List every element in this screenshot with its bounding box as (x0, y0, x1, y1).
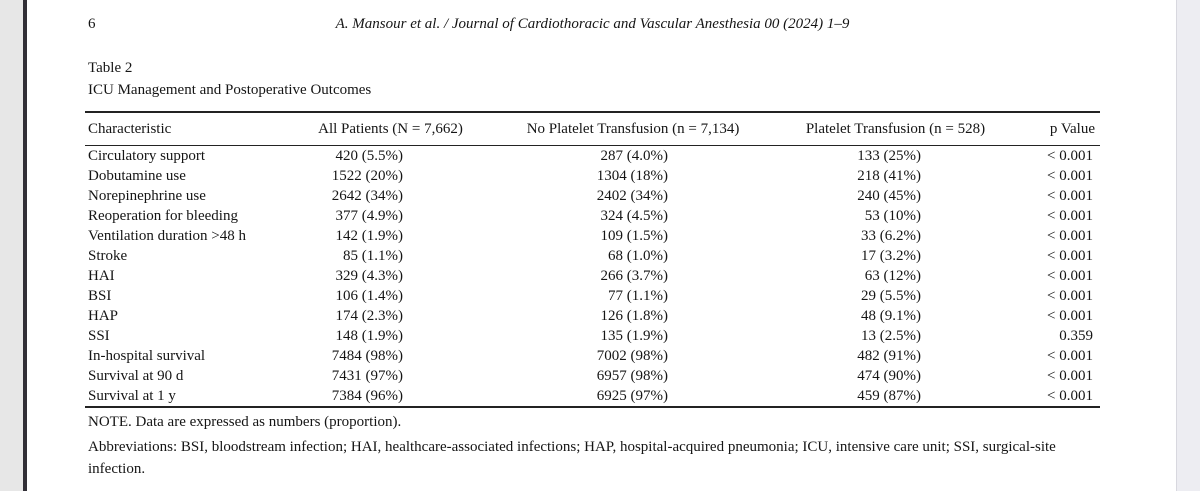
p-value-cell: < 0.001 (1047, 228, 1093, 244)
transfusion-cell: 459 (87%) (857, 388, 921, 404)
transfusion-cell: 17 (3.2%) (861, 248, 921, 264)
p-value-cell: < 0.001 (1047, 168, 1093, 184)
table-row: Survival at 90 d 7431 (97%) 6957 (98%) 474 … (85, 366, 1100, 386)
no-transfusion-cell: 6925 (97%) (596, 388, 668, 404)
all-patients-cell: 7431 (97%) (331, 368, 403, 384)
table-row: BSI 106 (1.4%) 77 (1.1%) 29 (5.5%) < 0.001 (85, 286, 1100, 306)
running-head: A. Mansour et al. / Journal of Cardiotho… (335, 16, 850, 32)
abbreviations-line-2: infection. (88, 461, 146, 477)
p-value-cell: < 0.001 (1047, 148, 1093, 164)
table-row: In-hospital survival 7484 (98%) 7002 (98%)… (85, 346, 1100, 366)
all-patients-cell: 1522 (20%) (331, 168, 403, 184)
no-transfusion-cell: 135 (1.9%) (600, 328, 669, 344)
transfusion-cell: 240 (45%) (857, 188, 921, 204)
p-value-cell: 0.359 (1059, 328, 1093, 344)
characteristic-cell: HAI (88, 268, 115, 284)
p-value-cell: < 0.001 (1047, 248, 1093, 264)
transfusion-cell: 63 (12%) (864, 268, 921, 284)
column-header-characteristic: Characteristic (85, 112, 316, 146)
table-row: Norepinephrine use 2642 (34%) 2402 (34%) 24… (85, 186, 1100, 206)
table-row: Circulatory support 420 (5.5%) 287 (4.0%) 1… (85, 146, 1100, 167)
column-header-p-value: p Value (990, 112, 1100, 146)
table-header-row: Characteristic All Patients (N = 7,662) … (85, 112, 1100, 146)
characteristic-cell: Circulatory support (88, 148, 206, 164)
no-transfusion-cell: 6957 (98%) (596, 368, 668, 384)
table-row: SSI 148 (1.9%) 135 (1.9%) 13 (2.5%) 0.359 (85, 326, 1100, 346)
no-transfusion-cell: 68 (1.0%) (608, 248, 668, 264)
characteristic-cell: Stroke (88, 248, 128, 264)
page-number: 6 (88, 16, 96, 32)
all-patients-cell: 2642 (34%) (331, 188, 403, 204)
table-row: Dobutamine use 1522 (20%) 1304 (18%) 218 (4… (85, 166, 1100, 186)
characteristic-cell: Dobutamine use (88, 168, 186, 184)
characteristic-cell: BSI (88, 288, 112, 304)
journal-page: 6 A. Mansour et al. / Journal of Cardiot… (27, 0, 1176, 491)
no-transfusion-cell: 77 (1.1%) (608, 288, 668, 304)
characteristic-cell: Ventilation duration >48 h (88, 228, 247, 244)
transfusion-cell: 482 (91%) (857, 348, 921, 364)
p-value-cell: < 0.001 (1047, 208, 1093, 224)
page-edge-line (23, 0, 27, 491)
no-transfusion-cell: 266 (3.7%) (600, 268, 669, 284)
p-value-cell: < 0.001 (1047, 308, 1093, 324)
characteristic-cell: Survival at 1 y (88, 388, 176, 404)
transfusion-cell: 29 (5.5%) (861, 288, 921, 304)
characteristic-cell: SSI (88, 328, 110, 344)
all-patients-cell: 377 (4.9%) (335, 208, 404, 224)
right-gutter (1176, 0, 1200, 491)
all-patients-cell: 85 (1.1%) (343, 248, 403, 264)
column-header-all-patients: All Patients (N = 7,662) (316, 112, 465, 146)
all-patients-cell: 420 (5.5%) (335, 148, 404, 164)
table-row: HAI 329 (4.3%) 266 (3.7%) 63 (12%) < 0.001 (85, 266, 1100, 286)
transfusion-cell: 48 (9.1%) (861, 308, 921, 324)
table-row: HAP 174 (2.3%) 126 (1.8%) 48 (9.1%) < 0.001 (85, 306, 1100, 326)
transfusion-cell: 33 (6.2%) (861, 228, 921, 244)
table-row: Stroke 85 (1.1%) 68 (1.0%) 17 (3.2%) < 0.001 (85, 246, 1100, 266)
no-transfusion-cell: 126 (1.8%) (600, 308, 669, 324)
characteristic-cell: Reoperation for bleeding (88, 208, 238, 224)
transfusion-cell: 13 (2.5%) (861, 328, 921, 344)
all-patients-cell: 174 (2.3%) (335, 308, 404, 324)
no-transfusion-cell: 1304 (18%) (596, 168, 668, 184)
table-row: Survival at 1 y 7384 (96%) 6925 (97%) 459 (… (85, 386, 1100, 407)
column-header-no-transfusion: No Platelet Transfusion (n = 7,134) (465, 112, 801, 146)
abbreviations-line-1: Abbreviations: BSI, bloodstream infectio… (88, 439, 1056, 455)
table-row: Reoperation for bleeding 377 (4.9%) 324 (4… (85, 206, 1100, 226)
table-label: Table 2 (88, 60, 133, 76)
table-row: Ventilation duration >48 h 142 (1.9%) 109 … (85, 226, 1100, 246)
p-value-cell: < 0.001 (1047, 388, 1093, 404)
no-transfusion-cell: 7002 (98%) (596, 348, 668, 364)
all-patients-cell: 7484 (98%) (331, 348, 403, 364)
transfusion-cell: 218 (41%) (857, 168, 921, 184)
all-patients-cell: 142 (1.9%) (335, 228, 404, 244)
transfusion-cell: 133 (25%) (857, 148, 921, 164)
p-value-cell: < 0.001 (1047, 268, 1093, 284)
characteristic-cell: Norepinephrine use (88, 188, 206, 204)
outcomes-table-body: Circulatory support 420 (5.5%) 287 (4.0%) 1… (85, 146, 1100, 408)
table-caption: ICU Management and Postoperative Outcome… (88, 82, 372, 98)
no-transfusion-cell: 2402 (34%) (596, 188, 668, 204)
transfusion-cell: 474 (90%) (857, 368, 921, 384)
p-value-cell: < 0.001 (1047, 348, 1093, 364)
outcomes-table: Characteristic All Patients (N = 7,662) … (85, 111, 1100, 408)
all-patients-cell: 106 (1.4%) (335, 288, 404, 304)
no-transfusion-cell: 109 (1.5%) (600, 228, 669, 244)
transfusion-cell: 53 (10%) (864, 208, 921, 224)
p-value-cell: < 0.001 (1047, 188, 1093, 204)
all-patients-cell: 7384 (96%) (331, 388, 403, 404)
characteristic-cell: In-hospital survival (88, 348, 206, 364)
table-note: NOTE. Data are expressed as numbers (pro… (88, 414, 402, 430)
all-patients-cell: 148 (1.9%) (335, 328, 404, 344)
no-transfusion-cell: 324 (4.5%) (600, 208, 669, 224)
column-header-transfusion: Platelet Transfusion (n = 528) (801, 112, 990, 146)
all-patients-cell: 329 (4.3%) (335, 268, 404, 284)
characteristic-cell: HAP (88, 308, 119, 324)
no-transfusion-cell: 287 (4.0%) (600, 148, 669, 164)
p-value-cell: < 0.001 (1047, 288, 1093, 304)
table-abbreviations: Abbreviations: BSI, bloodstream infectio… (88, 436, 1188, 480)
characteristic-cell: Survival at 90 d (88, 368, 184, 384)
scan-margin-left (0, 0, 23, 491)
p-value-cell: < 0.001 (1047, 368, 1093, 384)
